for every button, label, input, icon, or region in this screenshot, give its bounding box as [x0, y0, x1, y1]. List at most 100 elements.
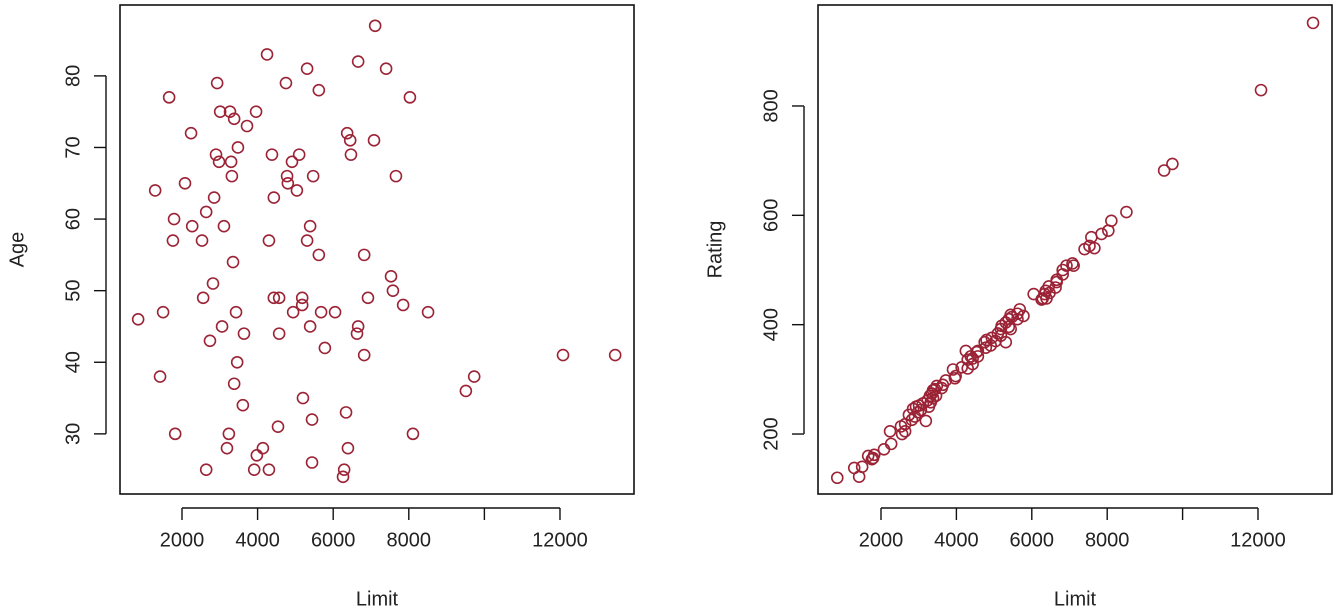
point — [260, 48, 274, 61]
point — [262, 234, 276, 247]
x-tick-label: 4000 — [235, 529, 280, 551]
x-tick-label: 12000 — [532, 529, 588, 551]
point — [351, 320, 365, 333]
point — [262, 463, 276, 476]
point — [384, 270, 398, 283]
point — [350, 327, 364, 340]
point — [237, 327, 251, 340]
point — [272, 291, 286, 305]
y-axis-label: Age — [6, 232, 28, 268]
point — [1049, 281, 1062, 294]
point — [884, 437, 898, 451]
x-axis-label: Limit — [1054, 588, 1097, 610]
point — [212, 155, 226, 169]
point — [300, 62, 314, 76]
point — [178, 176, 192, 190]
point — [999, 335, 1013, 349]
point — [337, 463, 351, 476]
point — [209, 148, 223, 161]
point — [295, 291, 309, 305]
x-tick-label: 4000 — [934, 529, 979, 551]
point — [955, 361, 968, 374]
point — [272, 327, 286, 340]
point — [156, 305, 170, 319]
point — [459, 384, 473, 398]
point — [305, 456, 319, 469]
y-tick-label: 400 — [760, 308, 782, 341]
point — [167, 212, 181, 226]
point — [1013, 303, 1027, 316]
y-tick-label: 70 — [62, 136, 84, 158]
point — [1060, 259, 1073, 272]
point — [231, 141, 245, 154]
point — [343, 134, 357, 147]
x-tick-label: 6000 — [1010, 529, 1055, 551]
point — [240, 119, 254, 133]
point — [217, 219, 231, 233]
point — [1105, 214, 1118, 228]
x-tick-label: 8000 — [387, 529, 432, 551]
point — [971, 350, 985, 363]
point — [267, 291, 281, 305]
point — [249, 105, 263, 118]
plot-frame — [119, 4, 635, 495]
point — [296, 391, 310, 405]
point — [236, 398, 250, 412]
point — [1166, 157, 1179, 171]
point — [220, 441, 234, 455]
point — [1004, 322, 1017, 336]
point — [162, 91, 176, 104]
point — [1120, 205, 1133, 219]
y-tick-label: 800 — [760, 89, 782, 122]
point — [1017, 309, 1030, 323]
point — [153, 370, 167, 383]
point — [1050, 275, 1063, 289]
point — [883, 424, 897, 438]
point — [267, 191, 281, 204]
point — [305, 413, 319, 426]
point — [215, 320, 229, 333]
point — [148, 184, 162, 197]
point — [1095, 227, 1108, 241]
point — [281, 176, 295, 190]
point — [314, 305, 328, 319]
point — [344, 148, 358, 161]
point — [230, 355, 244, 369]
point — [368, 19, 382, 33]
point — [166, 234, 180, 247]
point — [877, 443, 891, 456]
point — [300, 234, 314, 247]
point — [336, 470, 350, 484]
x-tick-label: 2000 — [160, 529, 205, 551]
point — [403, 91, 417, 104]
point — [914, 403, 928, 417]
point — [367, 134, 381, 147]
point — [207, 191, 221, 204]
point — [206, 277, 220, 290]
y-tick-label: 80 — [62, 65, 84, 87]
point — [351, 55, 365, 68]
point — [421, 305, 435, 319]
point — [295, 298, 309, 312]
y-tick-label: 200 — [760, 417, 782, 450]
point — [341, 441, 355, 455]
y-axis-label: Rating — [704, 221, 726, 279]
point — [926, 391, 940, 405]
y-tick-label: 600 — [760, 199, 782, 232]
point — [225, 169, 239, 183]
point — [361, 291, 375, 305]
point — [213, 105, 227, 118]
point — [285, 155, 299, 169]
point — [1157, 164, 1171, 177]
point — [265, 148, 279, 161]
point — [247, 463, 261, 476]
plot-frame — [817, 4, 1333, 495]
point — [318, 341, 332, 355]
x-tick-label: 2000 — [859, 529, 904, 551]
point — [199, 463, 213, 476]
point — [328, 305, 342, 319]
point — [195, 234, 209, 247]
point — [227, 112, 241, 126]
